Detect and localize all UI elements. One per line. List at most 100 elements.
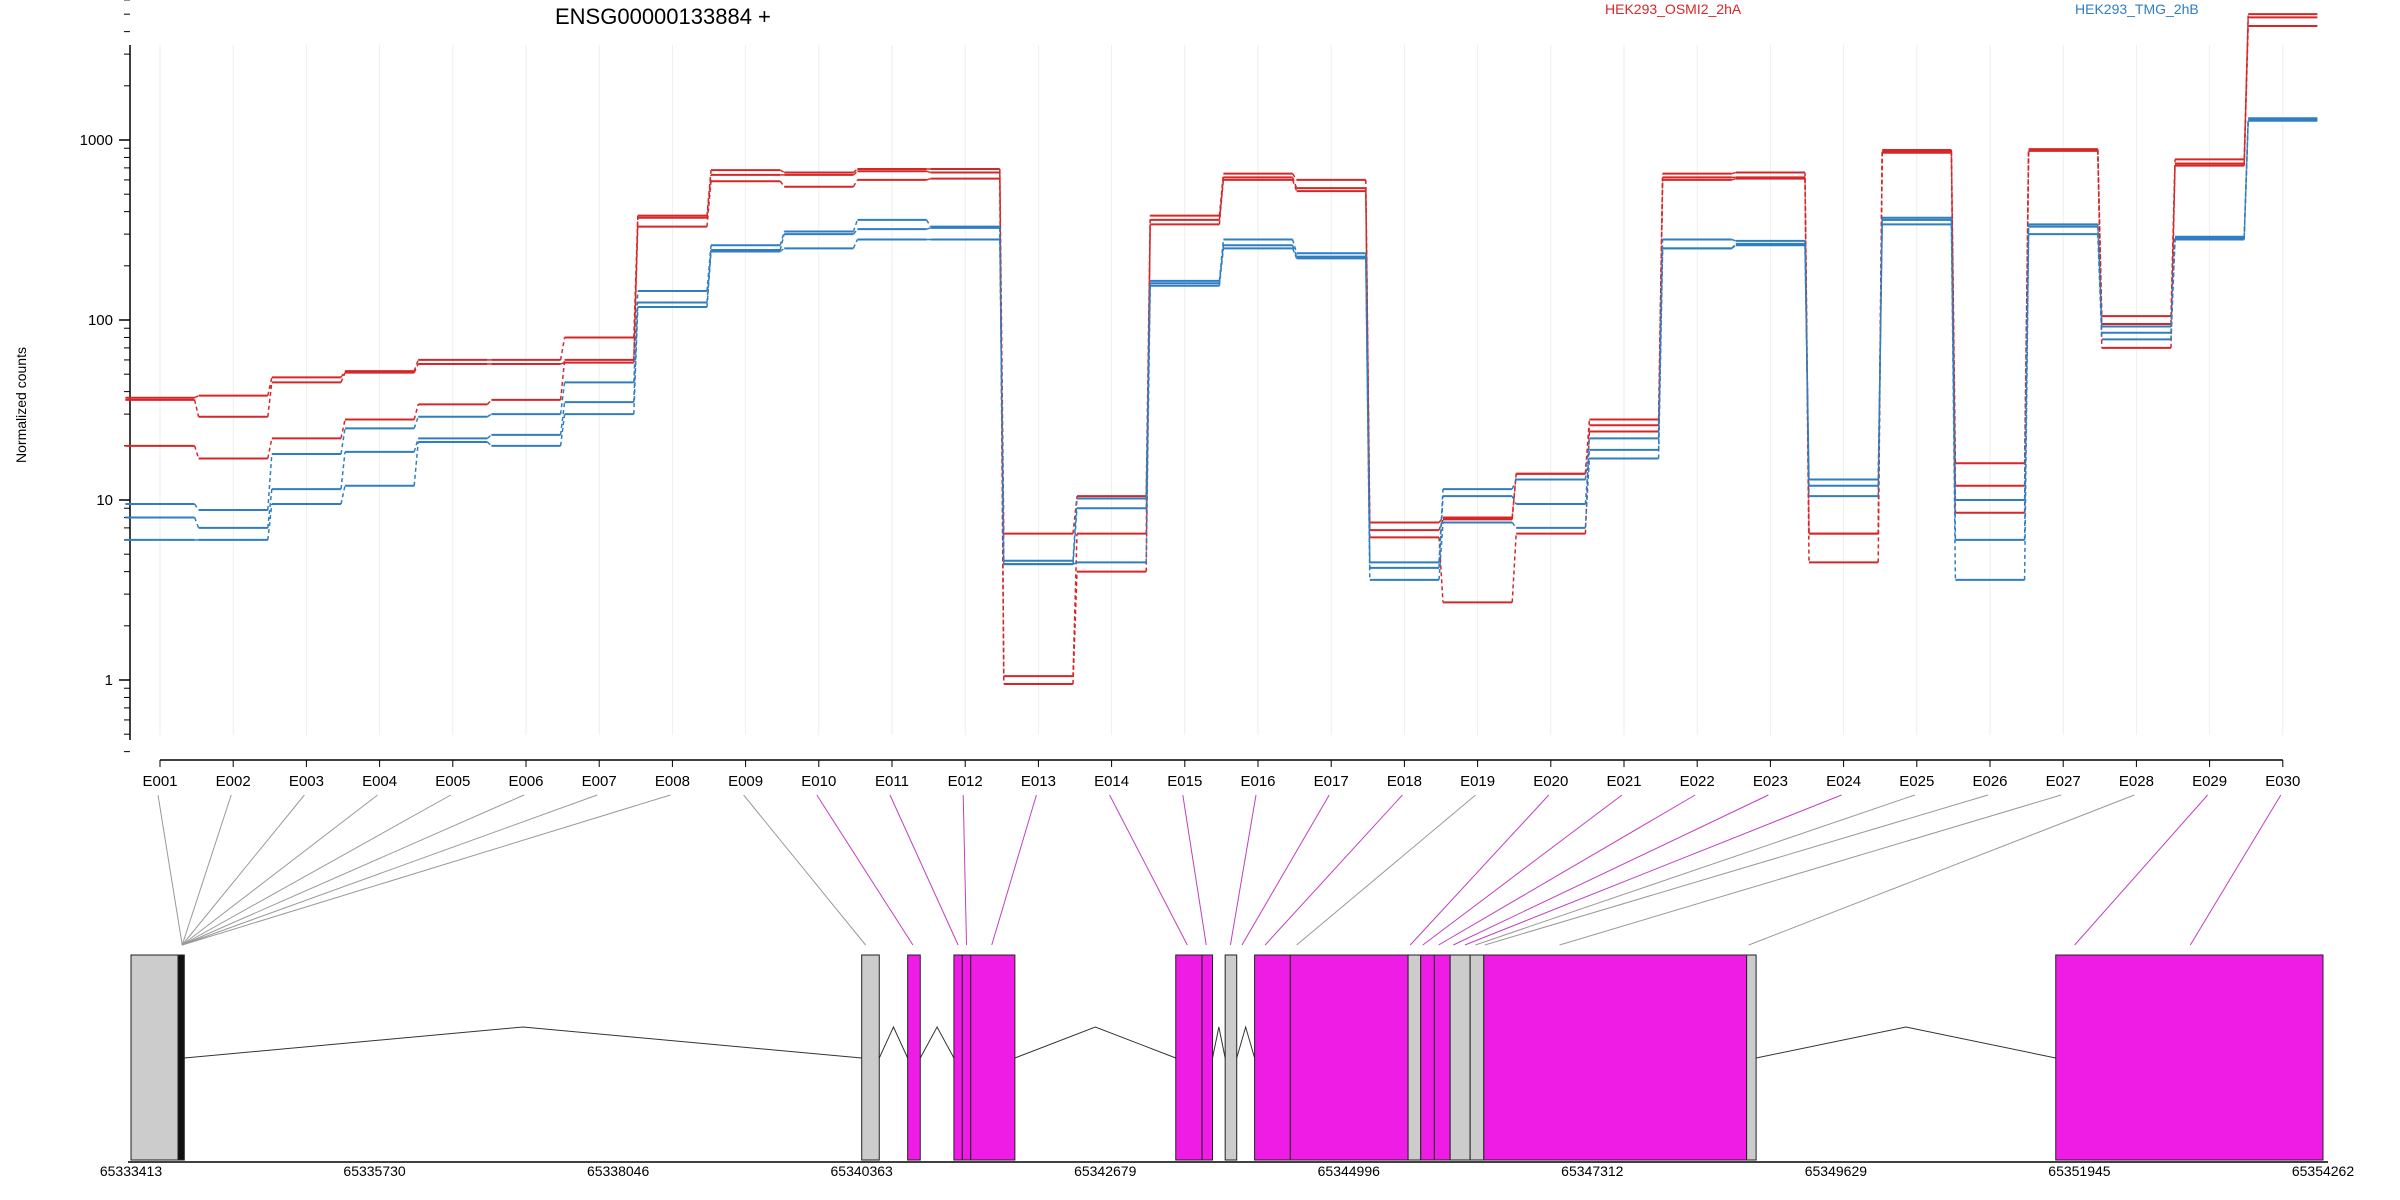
series-connector xyxy=(1584,449,1591,505)
series-connector xyxy=(706,251,712,308)
series-connector xyxy=(706,249,712,303)
series-connector xyxy=(413,404,419,420)
x-tick-label: E006 xyxy=(508,773,543,790)
gene-title: ENSG00000133884 + xyxy=(555,4,771,29)
exon-connector xyxy=(1241,794,1330,946)
series-connector xyxy=(779,233,785,251)
exon-connector xyxy=(157,794,183,946)
series-connector xyxy=(413,416,419,429)
exon-block xyxy=(130,954,179,1161)
series-connector xyxy=(486,399,492,405)
series-connector xyxy=(2243,25,2249,166)
series-connector xyxy=(486,434,492,439)
exon-block xyxy=(1201,954,1214,1161)
series-connector xyxy=(633,217,639,360)
series-5 xyxy=(125,119,2318,581)
exon-connector xyxy=(743,794,866,946)
series-connector xyxy=(1731,177,1737,181)
series-connector xyxy=(1438,522,1444,580)
coordinate-tick-label: 65354262 xyxy=(2292,1163,2355,1179)
exon-connector xyxy=(182,794,525,946)
x-tick-label: E009 xyxy=(728,773,763,790)
intron-line xyxy=(919,1025,955,1059)
exon-connector xyxy=(1182,794,1207,946)
series-connector xyxy=(1511,522,1517,529)
series-connector xyxy=(926,227,931,230)
exon-connector xyxy=(1109,794,1188,946)
series-connector xyxy=(2243,120,2249,240)
series-connector xyxy=(2097,234,2103,340)
x-tick-label: E022 xyxy=(1680,773,1715,790)
exon-connector xyxy=(991,794,1037,946)
series-connector xyxy=(193,503,200,511)
x-tick-label: E029 xyxy=(2192,773,2227,790)
exon-block xyxy=(1407,954,1422,1161)
series-connector xyxy=(779,231,785,246)
exon-connector xyxy=(1453,794,1769,946)
exon-block xyxy=(1420,954,1435,1161)
series-connector xyxy=(852,170,858,176)
exon-connector xyxy=(1264,794,1403,946)
series-connector xyxy=(267,438,273,459)
series-connector xyxy=(413,441,419,486)
exon-connector xyxy=(962,794,968,946)
series-connector xyxy=(1438,496,1444,568)
series-connector xyxy=(486,413,492,418)
x-tick-label: E007 xyxy=(582,773,617,790)
coordinate-tick-label: 65342679 xyxy=(1074,1163,1137,1179)
series-connector xyxy=(779,180,785,188)
series-connector xyxy=(925,219,932,228)
series-3 xyxy=(125,117,2318,564)
series-connector xyxy=(1291,239,1298,254)
x-tick-label: E026 xyxy=(1972,773,2007,790)
exon-block xyxy=(961,954,972,1161)
series-connector xyxy=(1072,498,1078,561)
series-connector xyxy=(852,168,858,174)
exon-connector xyxy=(2189,794,2282,946)
series-connector xyxy=(193,517,200,529)
exon-connector xyxy=(182,794,598,946)
series-0 xyxy=(125,13,2318,535)
series-connector xyxy=(340,372,346,383)
series-connector xyxy=(340,428,346,455)
series-connector xyxy=(852,179,859,188)
exon-block xyxy=(1483,954,1748,1161)
y-axis-title: Normalized counts xyxy=(13,347,29,463)
series-connector xyxy=(193,445,200,459)
gene-model: 65333413 65335730 65338046 65340363 65342679… xyxy=(100,954,2355,1179)
x-tick-label: E002 xyxy=(216,773,251,790)
axes: 1 10 100 1000 E001 E002 E003 E004 E005 E006 E007 E0… xyxy=(80,0,2300,790)
series-connector xyxy=(559,359,566,400)
series-connector xyxy=(779,247,785,253)
gridlines xyxy=(159,45,2284,735)
series-connector xyxy=(193,399,200,417)
x-tick-label: E012 xyxy=(948,773,983,790)
y-tick-label: 1 xyxy=(105,672,113,689)
coordinate-tick-label: 65340363 xyxy=(831,1163,894,1179)
x-tick-label: E030 xyxy=(2265,773,2300,790)
series-connector xyxy=(1657,248,1664,459)
series-connector xyxy=(1145,280,1151,499)
coordinate-tick-label: 65351945 xyxy=(2048,1163,2111,1179)
exon-block xyxy=(1746,954,1757,1161)
series-connector xyxy=(559,382,566,415)
y-tick-label: 100 xyxy=(88,312,113,329)
exon-connector xyxy=(1475,794,1915,946)
series-connector xyxy=(2243,17,2249,164)
intron-line xyxy=(878,1025,909,1059)
exon-block xyxy=(1224,954,1238,1161)
series-connector xyxy=(1218,248,1225,286)
series-connector xyxy=(1072,561,1078,565)
exon-block xyxy=(1175,954,1203,1161)
x-tick-label: E015 xyxy=(1167,773,1202,790)
exon-connector xyxy=(182,794,671,946)
series-connector xyxy=(194,394,199,399)
x-tick-label: E018 xyxy=(1387,773,1422,790)
exon-connector xyxy=(181,794,378,946)
exon-connector xyxy=(1409,794,1550,946)
exon-connector xyxy=(1464,794,1842,946)
series-lines xyxy=(125,13,2318,686)
x-tick-label: E021 xyxy=(1606,773,1641,790)
series-connector xyxy=(2023,234,2030,580)
exon-block xyxy=(1469,954,1485,1161)
